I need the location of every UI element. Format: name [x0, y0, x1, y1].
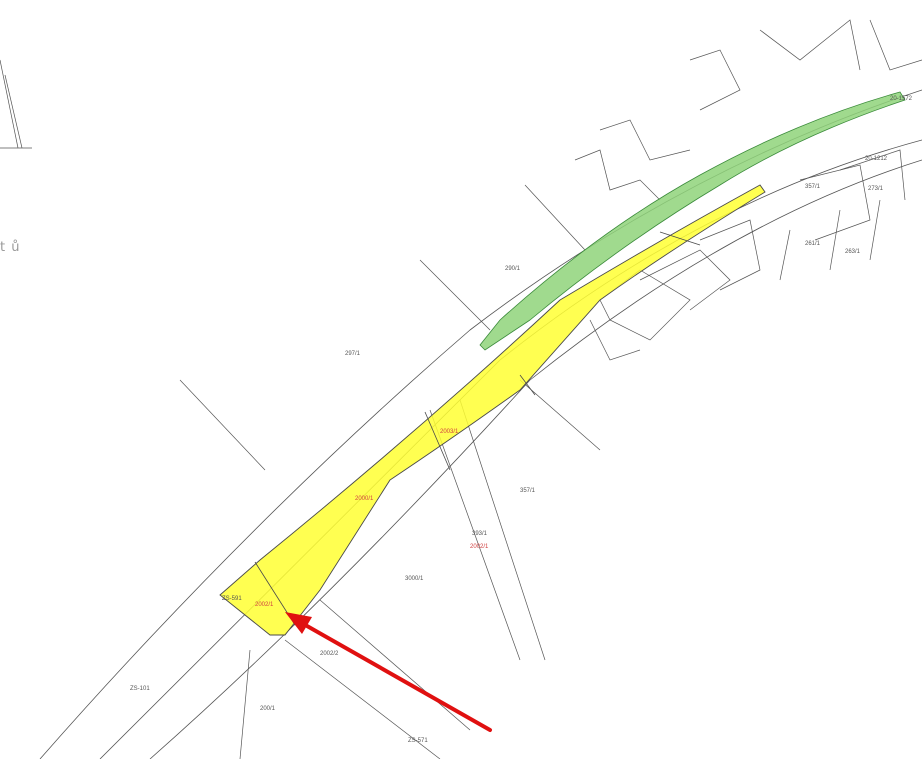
parcel-label: 2002/1	[255, 602, 274, 608]
parcel-label: 261/1	[805, 241, 821, 247]
parcel-label: 3000/1	[405, 576, 424, 582]
red-pointer-arrow-icon	[285, 612, 490, 730]
parcel-label: 2002/2	[320, 651, 339, 657]
parcel-label: 297/1	[345, 351, 361, 357]
parcel-label: ZS-571	[408, 738, 428, 744]
parcel-label: 357/1	[520, 488, 536, 494]
parcel-label: ZS-591	[222, 596, 242, 602]
parcel-label: 20-1212	[865, 156, 888, 162]
parcel-label: 290/1	[505, 266, 521, 272]
parcel-label: 393/1	[472, 531, 488, 537]
edge-text: t ů	[0, 240, 20, 255]
parcel-label: 20-1572	[890, 96, 913, 102]
parcel-label: 2000/1	[355, 496, 374, 502]
parcel-label: ZS-101	[130, 686, 150, 692]
parcel-labels: 297/1 290/1 357/1 2000/1 393/1 2002/2 20…	[130, 96, 913, 744]
parcel-label: 2002/1	[470, 544, 489, 550]
yellow-parcel	[220, 185, 765, 635]
road-lines	[40, 90, 922, 759]
parcel-label: 357/1	[805, 184, 821, 190]
green-parcel	[480, 92, 905, 350]
parcel-label: 200/1	[260, 706, 276, 712]
left-edge-lines	[0, 60, 32, 148]
parcel-label: 263/1	[845, 249, 861, 255]
parcel-label: 2003/1	[440, 429, 459, 435]
parcel-label: 273/1	[868, 186, 884, 192]
